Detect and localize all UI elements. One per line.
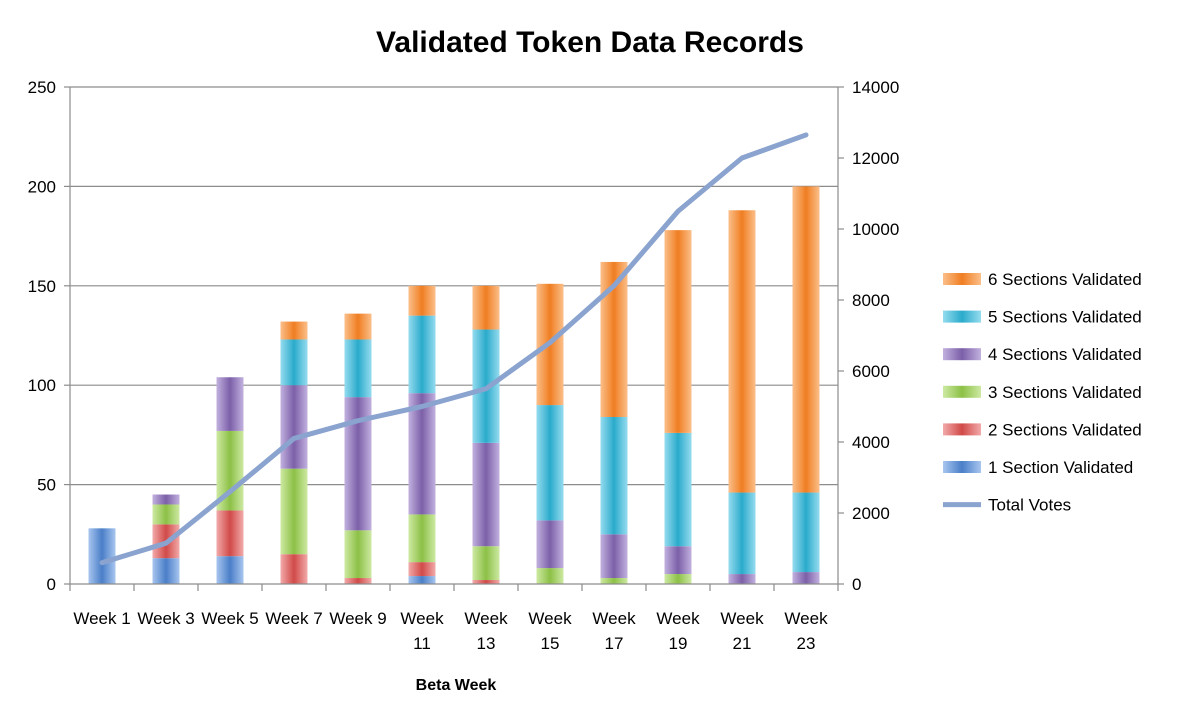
x-tick-label: Week 13 — [464, 609, 508, 653]
bar-segment — [88, 528, 116, 584]
bar-segment — [408, 562, 436, 577]
legend-swatch — [943, 273, 981, 285]
x-tick-label: Week 3 — [137, 609, 194, 628]
bar-segment — [280, 321, 308, 340]
y-tick-label: 100 — [28, 376, 56, 395]
legend-swatch — [943, 461, 981, 473]
x-tick-label: Week 7 — [265, 609, 322, 628]
bar-segment — [728, 574, 756, 584]
bar-segment — [600, 534, 628, 579]
chart-title: Validated Token Data Records — [376, 26, 804, 59]
y2-tick-label: 10000 — [852, 220, 899, 239]
bar-segment — [728, 210, 756, 493]
y-tick-label: 0 — [47, 575, 56, 594]
tick-labels: 0 50 100 150 200 250 0 2000 4000 6000 8000 10000 120… — [28, 78, 900, 653]
legend-label: 1 Section Validated — [988, 458, 1133, 477]
legend-label: 5 Sections Validated — [988, 308, 1142, 327]
bar-segment — [664, 546, 692, 575]
bar-segment — [216, 510, 244, 557]
y-tick-label: 250 — [28, 78, 56, 97]
bar-segment — [472, 580, 500, 584]
legend-item: 5 Sections Validated — [943, 308, 1142, 327]
x-tick-label: Week 1 — [73, 609, 130, 628]
total-votes-line — [99, 132, 809, 566]
legend-label: 4 Sections Validated — [988, 345, 1142, 364]
legend-label: 6 Sections Validated — [988, 270, 1142, 289]
bar-segment — [344, 313, 372, 340]
x-tick-label: Week 21 — [720, 609, 764, 653]
bar-segment — [408, 514, 436, 563]
bar-segment — [664, 574, 692, 584]
bar-segment — [280, 554, 308, 584]
legend-item: 4 Sections Validated — [943, 345, 1142, 364]
bar-segment — [728, 492, 756, 575]
legend-item: Total Votes — [943, 496, 1071, 515]
bar-segment — [664, 432, 692, 547]
y2-tick-label: 6000 — [852, 362, 890, 381]
x-tick-label: Week 19 — [656, 609, 700, 653]
bar-segment — [792, 492, 820, 573]
bar-segment — [472, 285, 500, 330]
legend-label: Total Votes — [988, 496, 1071, 515]
legend-item: 1 Section Validated — [943, 458, 1133, 477]
legend-item: 2 Sections Validated — [943, 420, 1142, 439]
bar-segment — [536, 405, 564, 521]
y2-tick-label: 0 — [852, 575, 861, 594]
bar-segment — [600, 417, 628, 535]
x-tick-label: Week 17 — [592, 609, 636, 653]
legend-swatch — [943, 348, 981, 361]
bar-segment — [216, 556, 244, 584]
bar-segment — [344, 530, 372, 579]
axes — [64, 86, 844, 591]
x-axis-title: Beta Week — [416, 677, 497, 694]
x-tick-label: Week 23 — [784, 609, 828, 653]
bar-segment — [344, 578, 372, 584]
legend-item: 6 Sections Validated — [943, 270, 1142, 289]
bar-segment — [280, 339, 308, 386]
bar-segment — [408, 285, 436, 316]
bar-segment — [152, 494, 180, 505]
legend-label: 3 Sections Validated — [988, 383, 1142, 402]
bar-segment — [344, 339, 372, 398]
y-tick-label: 50 — [37, 476, 56, 495]
x-tick-label: Week 15 — [528, 609, 572, 653]
legend-swatch — [943, 385, 981, 398]
legend-label: 2 Sections Validated — [988, 420, 1142, 439]
bar-segment — [472, 442, 500, 547]
legend-item: 3 Sections Validated — [943, 383, 1142, 402]
legend-swatch — [943, 310, 981, 323]
grid-lines — [70, 86, 838, 486]
bar-segment — [216, 377, 244, 431]
bar-segment — [408, 576, 436, 584]
bar-segment — [472, 546, 500, 581]
bar-segment — [536, 568, 564, 584]
bar-segment — [792, 572, 820, 584]
bar-segment — [408, 315, 436, 394]
y2-tick-label: 2000 — [852, 504, 890, 523]
legend-swatch — [943, 423, 981, 436]
bar-segment — [792, 186, 820, 493]
bar-segment — [280, 385, 308, 469]
x-tick-label: Week 9 — [329, 609, 386, 628]
y2-tick-label: 14000 — [852, 78, 899, 97]
x-tick-label: Week 5 — [201, 609, 258, 628]
bar-segment — [408, 393, 436, 515]
y2-tick-label: 4000 — [852, 433, 890, 452]
bar-segment — [664, 230, 692, 433]
bar-segment — [600, 578, 628, 584]
y-tick-label: 150 — [28, 277, 56, 296]
bar-segment — [280, 468, 308, 555]
bar-segment — [536, 520, 564, 569]
bar-segment — [152, 504, 180, 525]
y2-tick-label: 8000 — [852, 291, 890, 310]
legend: 6 Sections Validated 5 Sections Validated… — [943, 270, 1142, 515]
line-total-votes — [99, 132, 809, 566]
y2-tick-label: 12000 — [852, 149, 899, 168]
x-tick-label: Week 11 — [400, 609, 444, 653]
bar-segment — [152, 558, 180, 584]
y-tick-label: 200 — [28, 177, 56, 196]
